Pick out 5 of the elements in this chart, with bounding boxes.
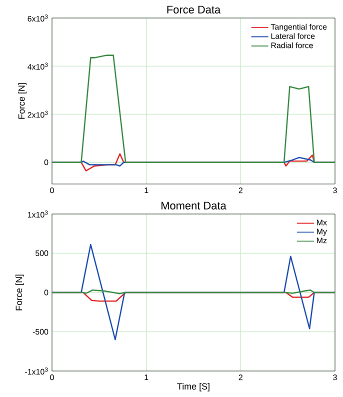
x-axis-title: Time [S]	[177, 383, 210, 392]
chart-title: Moment Data	[162, 202, 226, 210]
y-axis-title: Force [N]	[18, 83, 27, 119]
chart-title: Force Data	[167, 6, 221, 14]
y-axis-title: Force [N]	[15, 274, 24, 310]
